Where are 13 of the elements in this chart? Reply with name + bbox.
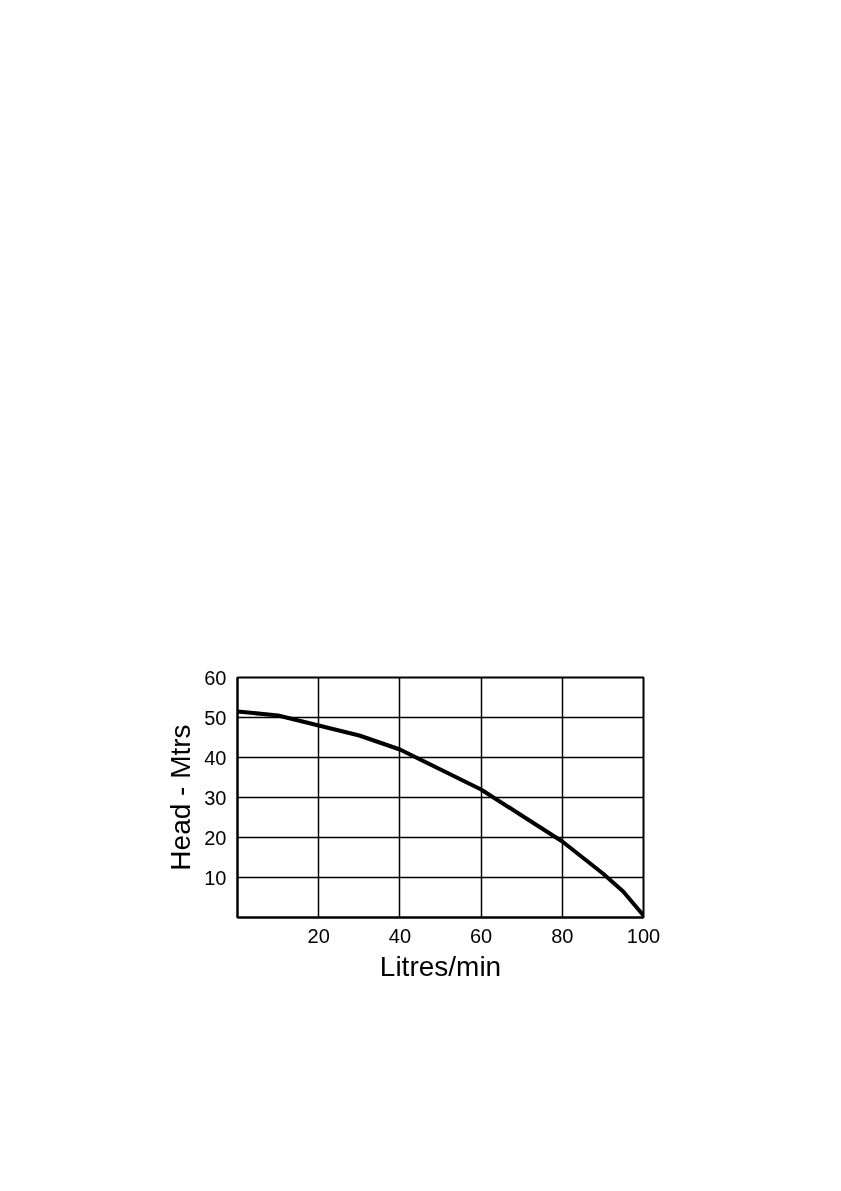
x-tick-label: 60 xyxy=(469,924,493,947)
x-tick-label: 100 xyxy=(626,924,661,947)
y-tick-label: 30 xyxy=(204,786,227,809)
y-tick-label: 50 xyxy=(204,706,227,729)
x-tick-label: 40 xyxy=(388,924,412,947)
y-tick-label: 10 xyxy=(204,866,227,889)
x-axis-title: Litres/min xyxy=(379,950,502,982)
x-tick-label: 80 xyxy=(551,924,574,947)
y-tick-label: 60 xyxy=(204,666,227,689)
x-tick-label: 20 xyxy=(307,924,330,947)
y-tick-label: 20 xyxy=(204,826,227,849)
y-axis-title: Head - Mtrs xyxy=(165,724,197,871)
y-tick-label: 40 xyxy=(204,746,227,769)
